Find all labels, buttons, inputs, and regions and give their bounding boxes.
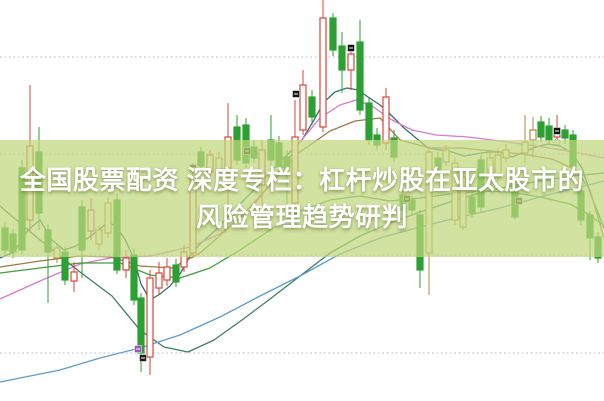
candle (529, 129, 537, 141)
candle (299, 84, 307, 131)
candle (545, 125, 553, 141)
candle (44, 229, 52, 253)
candle (594, 236, 602, 259)
candle (494, 154, 502, 178)
candle (9, 233, 17, 253)
candle (382, 96, 390, 144)
candle (130, 254, 138, 301)
candle (459, 176, 467, 228)
candle (197, 151, 205, 167)
signal-marker (553, 138, 561, 146)
candle (172, 264, 180, 283)
candle (451, 162, 459, 221)
candle (70, 271, 78, 282)
candle (78, 206, 86, 251)
candle (275, 142, 283, 168)
candle (477, 159, 485, 208)
candle (189, 176, 197, 254)
candle (267, 139, 275, 161)
candle (329, 17, 337, 51)
candle (215, 157, 223, 171)
ma-mid-pink (0, 99, 604, 300)
candle (521, 141, 529, 154)
candle (434, 157, 442, 171)
candle (53, 247, 61, 259)
candle (486, 157, 494, 174)
candle (442, 149, 450, 163)
candle (365, 102, 373, 141)
candle (233, 126, 241, 161)
candle (283, 156, 291, 169)
candle (319, 17, 327, 128)
candle (242, 124, 250, 164)
candle (586, 214, 594, 239)
candle (569, 134, 577, 168)
candle (122, 257, 130, 271)
candle (425, 151, 433, 254)
candle (291, 136, 299, 204)
candle (1, 227, 9, 251)
candle (35, 151, 43, 214)
candle (308, 96, 316, 118)
candle (180, 251, 188, 268)
candle (561, 129, 569, 139)
candle (155, 272, 163, 289)
candle (468, 196, 476, 214)
candle (250, 146, 258, 159)
candle (61, 251, 69, 281)
candle (137, 297, 145, 354)
candle (206, 154, 214, 173)
candle (416, 214, 424, 271)
candle (537, 121, 545, 138)
candle (577, 190, 585, 221)
candle (163, 266, 171, 281)
candle (95, 229, 103, 245)
candle (373, 134, 381, 146)
candle (502, 149, 510, 159)
candle (146, 277, 154, 358)
candle (338, 45, 346, 71)
candle (87, 209, 95, 232)
candle (390, 137, 398, 158)
candle (356, 41, 364, 111)
candle (26, 145, 34, 221)
candle (224, 136, 232, 169)
candle (347, 53, 355, 71)
candle (18, 167, 26, 251)
candle (104, 202, 112, 234)
candle (113, 199, 121, 271)
candle (258, 149, 266, 186)
